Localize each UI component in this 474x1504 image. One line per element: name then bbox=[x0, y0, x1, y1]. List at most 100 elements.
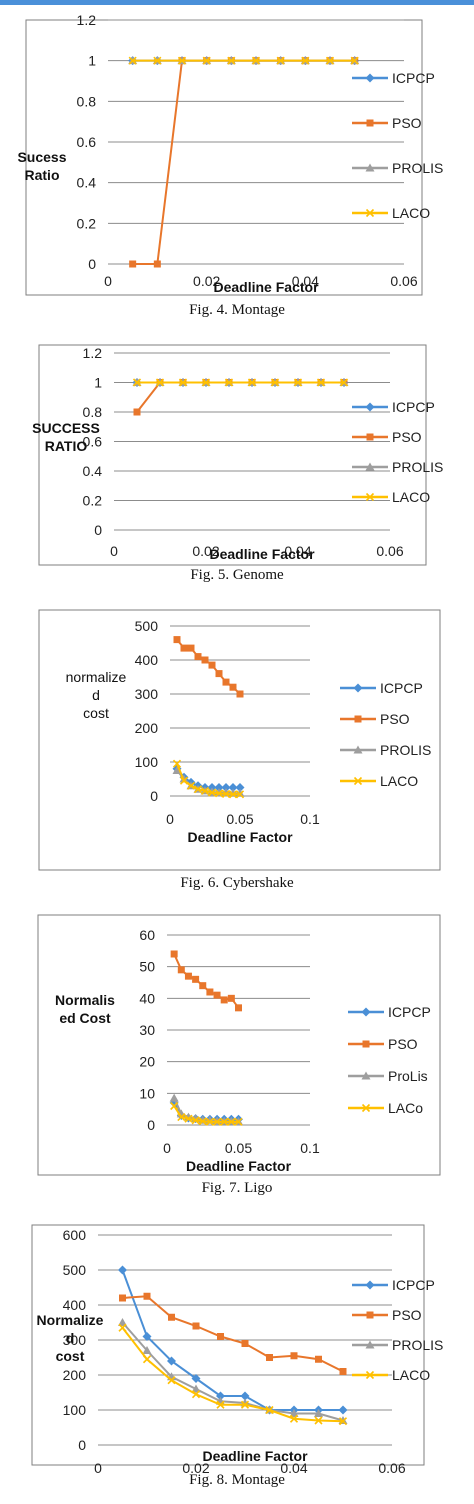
data-point bbox=[214, 783, 224, 792]
y-tick-label: 500 bbox=[63, 1262, 87, 1278]
x-tick-label: 0.04 bbox=[284, 543, 311, 559]
data-point bbox=[170, 1101, 179, 1111]
legend-marker bbox=[353, 745, 363, 754]
data-point bbox=[173, 636, 181, 644]
chart-fig8-montage: 0 100 200 300 400 500 600 0 0.02 0.04 0.06 Deadline… bbox=[0, 1224, 474, 1488]
chart-frame bbox=[31, 1224, 425, 1466]
data-point bbox=[153, 56, 162, 65]
x-axis-label: Deadline Factor bbox=[213, 279, 319, 295]
data-point bbox=[222, 678, 230, 686]
y-tick-label: 0 bbox=[78, 1437, 86, 1453]
legend-label: PROLIS bbox=[380, 742, 431, 758]
x-tick-label: 0.06 bbox=[390, 273, 417, 289]
data-point bbox=[119, 1294, 126, 1302]
data-point bbox=[200, 786, 210, 795]
y-tick-label: 0 bbox=[147, 1117, 155, 1133]
data-point bbox=[235, 783, 245, 792]
data-point bbox=[170, 950, 178, 958]
legend-marker bbox=[362, 1040, 370, 1048]
x-tick-label: 0.1 bbox=[300, 1140, 320, 1156]
legend-label: PSO bbox=[392, 429, 422, 445]
data-point bbox=[191, 1390, 201, 1399]
x-tick-label: 0.06 bbox=[376, 543, 403, 559]
y-axis-label-line: SUCCESS bbox=[32, 420, 100, 436]
chart-svg: 0 100 200 300 400 500 600 0 0.02 0.04 0.06 Deadline… bbox=[31, 1224, 443, 1476]
series-line bbox=[121, 1321, 344, 1422]
y-tick-label: 20 bbox=[139, 1054, 155, 1070]
legend-marker bbox=[365, 1370, 375, 1380]
data-point bbox=[193, 785, 203, 794]
y-tick-label: 0 bbox=[150, 788, 158, 804]
data-point bbox=[266, 1354, 273, 1361]
data-point bbox=[214, 789, 224, 798]
data-point bbox=[227, 1117, 236, 1126]
y-tick-label: 10 bbox=[139, 1085, 155, 1101]
legend-marker bbox=[361, 1103, 371, 1113]
figure-caption: Fig. 7. Ligo bbox=[201, 1180, 273, 1196]
y-axis-label-line: d bbox=[92, 687, 100, 703]
data-point bbox=[172, 766, 182, 774]
legend-label: PROLIS bbox=[392, 160, 443, 176]
top-accent-bar bbox=[0, 0, 474, 5]
y-tick-label: 100 bbox=[135, 754, 159, 770]
y-tick-label: 1.2 bbox=[77, 12, 97, 28]
data-point bbox=[184, 1114, 193, 1123]
legend-label: ProLis bbox=[388, 1068, 428, 1084]
data-point bbox=[220, 1117, 229, 1126]
data-point bbox=[142, 1332, 152, 1341]
series-line bbox=[173, 1105, 239, 1123]
data-point bbox=[325, 56, 335, 65]
legend-item: ICPCP bbox=[352, 399, 435, 415]
data-point bbox=[133, 408, 141, 416]
legend-item: ICPCP bbox=[348, 1004, 431, 1020]
legend-item: ICPCP bbox=[340, 680, 423, 696]
data-point bbox=[251, 56, 261, 65]
data-point bbox=[216, 1391, 225, 1401]
x-axis-label: Deadline Factor bbox=[202, 1448, 308, 1464]
y-axis-label-line: d bbox=[66, 1330, 75, 1346]
legend-label: LACO bbox=[380, 773, 418, 789]
data-point bbox=[205, 1117, 214, 1126]
data-point bbox=[235, 790, 245, 799]
data-point bbox=[229, 683, 237, 691]
series-line bbox=[136, 381, 344, 413]
y-tick-label: 0.2 bbox=[77, 215, 97, 231]
data-point bbox=[155, 378, 165, 387]
data-point bbox=[143, 1292, 151, 1300]
y-axis-label-line: normalize bbox=[66, 669, 127, 685]
legend-label: PSO bbox=[380, 711, 410, 727]
series-pso bbox=[119, 1292, 347, 1375]
data-point bbox=[289, 1414, 299, 1423]
y-tick-label: 1.2 bbox=[83, 345, 103, 361]
data-point bbox=[213, 991, 221, 999]
data-point bbox=[221, 783, 231, 792]
y-tick-label: 300 bbox=[63, 1332, 87, 1348]
data-point bbox=[177, 1113, 186, 1122]
y-tick-label: 40 bbox=[139, 990, 155, 1006]
x-tick-label: 0.02 bbox=[193, 273, 220, 289]
data-point bbox=[118, 1318, 127, 1326]
data-point bbox=[338, 1405, 348, 1415]
legend-marker bbox=[365, 492, 375, 502]
chart-frame bbox=[38, 609, 441, 871]
data-point bbox=[228, 783, 238, 792]
chart-fig5-genome: 0 0.2 0.4 0.6 0.8 1 1.2 0 0.02 0.04 0.06 Deadline F… bbox=[0, 344, 474, 590]
data-point bbox=[167, 1356, 176, 1366]
legend-item: ICPCP bbox=[352, 1277, 435, 1293]
data-point bbox=[128, 56, 137, 65]
y-tick-label: 300 bbox=[135, 686, 159, 702]
chart-svg: 0 10 20 30 40 50 60 0 0.05 0.1 Deadline Factor Norm… bbox=[37, 914, 441, 1176]
y-tick-label: 1 bbox=[88, 53, 96, 69]
data-point bbox=[270, 378, 280, 387]
data-point bbox=[236, 690, 244, 698]
y-tick-label: 0.6 bbox=[77, 134, 97, 150]
data-point bbox=[247, 378, 257, 387]
legend-marker bbox=[366, 119, 374, 127]
data-point bbox=[314, 1409, 323, 1417]
legend-marker bbox=[354, 715, 362, 723]
data-point bbox=[289, 1409, 299, 1417]
x-tick-label: 0 bbox=[166, 811, 174, 827]
y-tick-label: 200 bbox=[63, 1367, 87, 1383]
data-point bbox=[198, 1117, 207, 1126]
figure-caption: Fig. 5. Genome bbox=[190, 567, 284, 583]
